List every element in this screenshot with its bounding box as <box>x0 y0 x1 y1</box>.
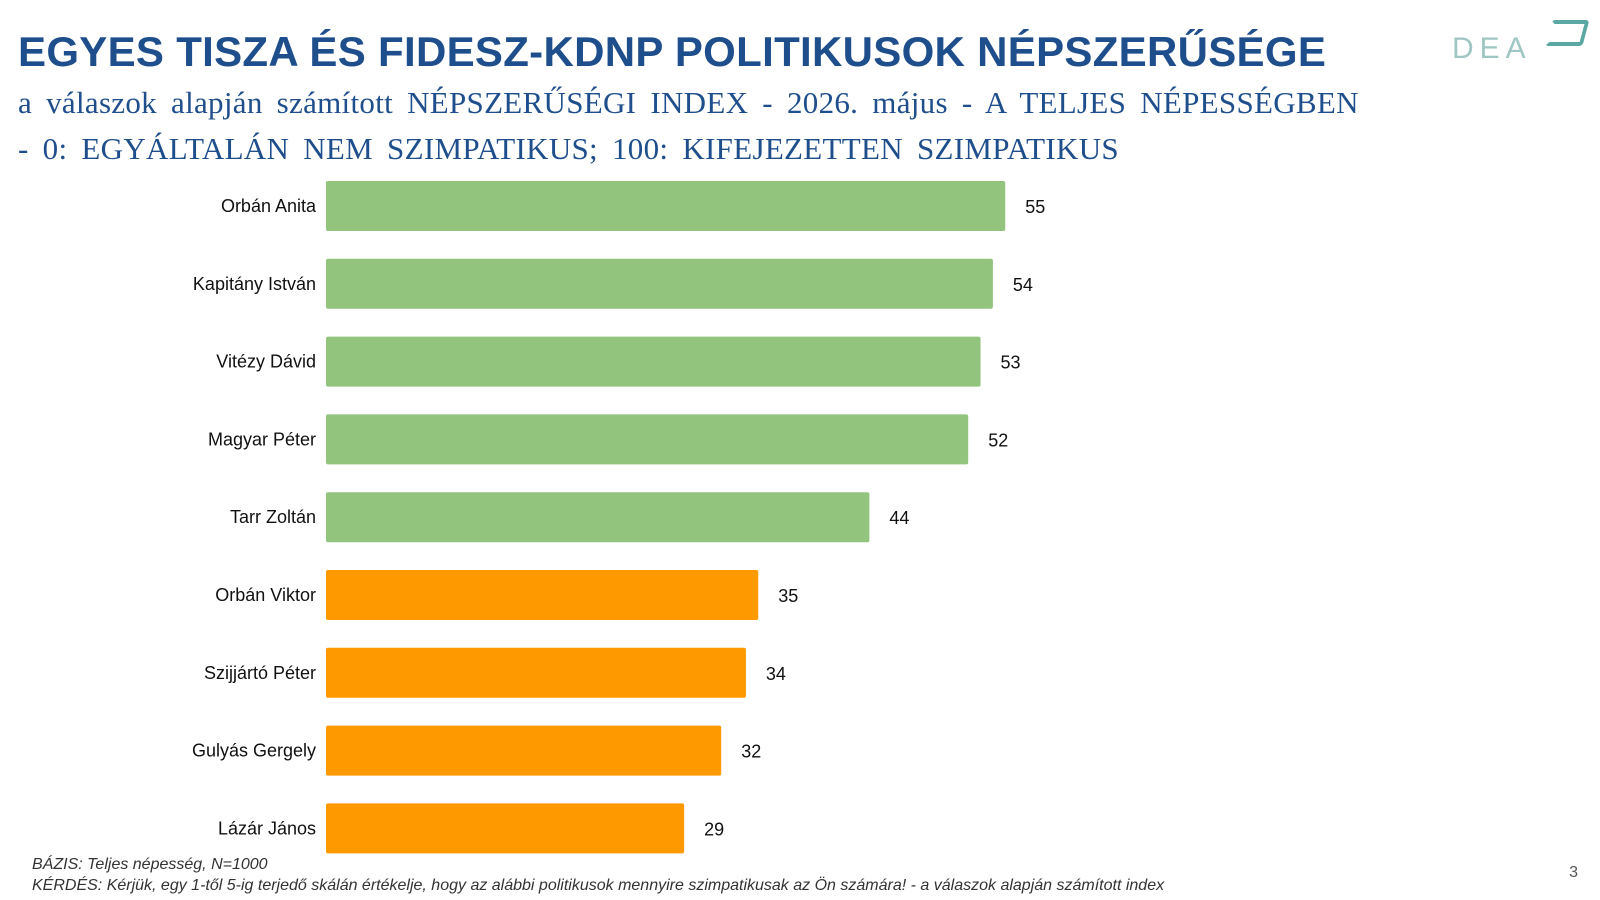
value-label: 32 <box>741 742 761 762</box>
value-label: 55 <box>1025 197 1045 217</box>
category-label: Orbán Viktor <box>215 585 316 605</box>
bar <box>326 258 993 309</box>
popularity-bar-chart: Orbán Anita 55 Kapitány István 54 Vitézy Dáv… <box>192 181 1045 854</box>
category-label: Szijjártó Péter <box>204 663 316 683</box>
category-label: Orbán Anita <box>221 196 317 216</box>
bar <box>326 803 685 854</box>
page-number: 3 <box>1569 864 1578 881</box>
subtitle-line-1: a válaszok alapján számított NÉPSZERŰSÉG… <box>18 85 1359 120</box>
bar <box>326 492 870 543</box>
bar <box>326 414 969 465</box>
logo-text: DEA <box>1452 32 1532 65</box>
category-label: Kapitány István <box>193 274 316 294</box>
footer-basis: BÁZIS: Teljes népesség, N=1000 <box>32 856 268 873</box>
value-label: 34 <box>766 664 786 684</box>
bar <box>326 725 722 776</box>
footer-question: KÉRDÉS: Kérjük, egy 1-től 5-ig terjedő s… <box>32 877 1165 894</box>
category-label: Lázár János <box>218 818 316 838</box>
bar <box>326 570 759 620</box>
value-label: 53 <box>1001 353 1021 373</box>
logo-mark-icon <box>1544 20 1590 46</box>
category-label: Vitézy Dávid <box>216 352 316 372</box>
value-label: 44 <box>889 508 909 528</box>
subtitle-line-2: - 0: EGYÁLTALÁN NEM SZIMPATIKUS; 100: KI… <box>18 131 1119 166</box>
value-label: 35 <box>778 586 798 606</box>
value-label: 52 <box>988 430 1008 450</box>
page-title: EGYES TISZA ÉS FIDESZ-KDNP POLITIKUSOK N… <box>18 28 1327 75</box>
bar <box>326 336 981 387</box>
category-label: Gulyás Gergely <box>192 741 316 761</box>
value-label: 29 <box>704 819 724 839</box>
value-label: 54 <box>1013 275 1033 295</box>
bar <box>326 647 746 698</box>
category-label: Magyar Péter <box>208 429 316 449</box>
brand-logo: DEA <box>1452 18 1592 68</box>
bar <box>326 181 1006 231</box>
category-label: Tarr Zoltán <box>230 507 316 527</box>
